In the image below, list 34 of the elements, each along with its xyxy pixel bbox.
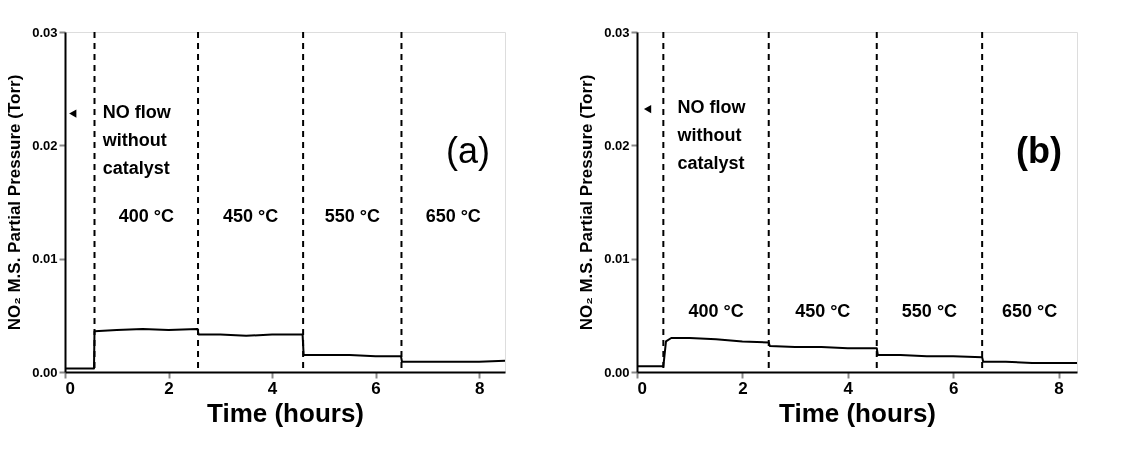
annotation: 450 °C xyxy=(795,301,851,321)
x-tick-label: 0 xyxy=(65,378,75,398)
y-tick-label: 0.00 xyxy=(32,364,58,380)
y-axis-title: NO₂ M.S. Partial Pressure (Torr) xyxy=(577,74,597,331)
text: (a) xyxy=(446,130,490,171)
x-tick-label: 6 xyxy=(948,378,959,398)
y-axis-title: NO₂ M.S. Partial Pressure (Torr) xyxy=(5,74,25,331)
annotation: 450 °C xyxy=(222,206,279,226)
annotation: 550 °C xyxy=(324,206,380,226)
y-tick-label: 0.02 xyxy=(32,137,58,153)
y-tick-label: 0.03 xyxy=(604,24,630,40)
annotation: 650 °C xyxy=(425,206,481,226)
x-tick-label: 4 xyxy=(843,378,854,398)
annotation: 550 °C xyxy=(901,301,958,321)
annotation: 650 °C xyxy=(1001,301,1058,321)
y-tick-label: 0.00 xyxy=(604,364,630,380)
y-tick-label: 0.01 xyxy=(32,251,58,267)
annotation: 400 °C xyxy=(688,301,744,321)
x-tick-label: 2 xyxy=(738,378,748,398)
annotation: 400 °C xyxy=(118,206,174,226)
y-tick-label: 0.01 xyxy=(604,251,630,267)
x-tick-label: 8 xyxy=(1054,378,1064,398)
x-axis-title: Time (hours) xyxy=(207,397,364,428)
text: (b) xyxy=(1016,130,1062,171)
annotation: NO flow without catalyst xyxy=(676,97,747,174)
y-tick-label: 0.02 xyxy=(604,137,630,153)
annotation: NO flow without catalyst xyxy=(101,101,172,178)
x-tick-label: 6 xyxy=(371,378,381,398)
y-tick-label: 0.03 xyxy=(32,24,58,40)
x-axis-title: Time (hours) xyxy=(779,397,936,428)
x-tick-label: 0 xyxy=(637,378,647,398)
x-tick-label: 4 xyxy=(267,378,278,398)
x-tick-label: 2 xyxy=(164,378,174,398)
x-tick-label: 8 xyxy=(474,378,485,398)
